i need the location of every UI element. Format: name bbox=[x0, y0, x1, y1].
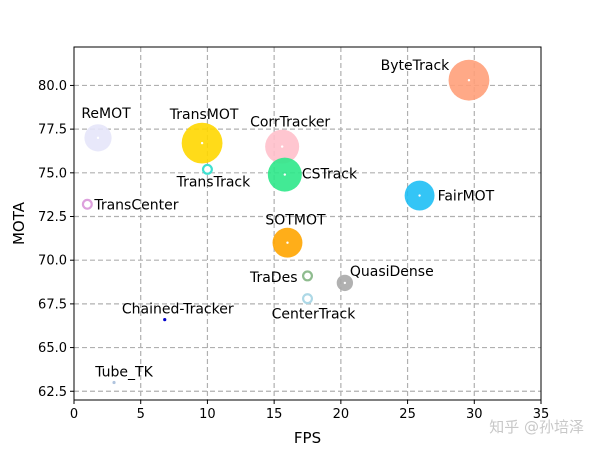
y-tick-label: 77.5 bbox=[38, 123, 67, 138]
x-tick-label: 0 bbox=[70, 407, 78, 422]
label-quasidense: QuasiDense bbox=[350, 264, 434, 280]
x-tick-label: 15 bbox=[266, 407, 283, 422]
label-remot: ReMOT bbox=[81, 106, 131, 122]
watermark-text: 知乎 @孙培泽 bbox=[489, 418, 584, 436]
y-tick-label: 67.5 bbox=[38, 297, 67, 312]
point-center-bytetrack bbox=[467, 79, 471, 82]
point-tube-tk bbox=[112, 380, 116, 385]
point-center-remot bbox=[96, 136, 100, 140]
label-transtrack: TransTrack bbox=[176, 174, 252, 190]
label-bytetrack: ByteTrack bbox=[381, 58, 451, 74]
point-transtrack bbox=[201, 163, 213, 175]
plot-frame bbox=[73, 46, 542, 401]
x-tick-label: 10 bbox=[199, 407, 216, 422]
label-transmot: TransMOT bbox=[169, 107, 239, 123]
label-cstrack: CSTrack bbox=[302, 167, 358, 183]
point-center-transmot bbox=[200, 141, 204, 145]
label-trades: TraDes bbox=[249, 270, 298, 286]
y-tick-label: 70.0 bbox=[38, 254, 67, 269]
y-tick-label: 65.0 bbox=[38, 341, 67, 356]
point-labels: ByteTrack ReMOT TransMOT CorrTracker TransTr… bbox=[81, 58, 494, 380]
point-center-cstrack bbox=[283, 173, 287, 176]
label-tube-tk: Tube_TK bbox=[94, 365, 153, 381]
grid-lines bbox=[74, 47, 541, 400]
point-centertrack bbox=[302, 293, 314, 305]
point-center-fairmot bbox=[418, 194, 421, 197]
label-fairmot: FairMOT bbox=[438, 189, 495, 205]
point-transcenter bbox=[81, 198, 93, 210]
label-sotmot: SOTMOT bbox=[265, 213, 326, 229]
x-tick-label: 25 bbox=[399, 407, 416, 422]
point-center-corrtracker bbox=[280, 145, 284, 148]
y-tick-label: 62.5 bbox=[38, 385, 67, 400]
label-chained-tracker: Chained-Tracker bbox=[122, 302, 234, 318]
x-tick-label: 35 bbox=[533, 407, 550, 422]
x-axis-label: FPS bbox=[294, 429, 321, 447]
point-trades bbox=[302, 270, 314, 282]
x-tick-label: 30 bbox=[466, 407, 483, 422]
label-transcenter: TransCenter bbox=[93, 197, 178, 213]
y-tick-label: 80.0 bbox=[38, 79, 67, 94]
point-center-sotmot bbox=[286, 241, 289, 244]
label-centertrack: CenterTrack bbox=[272, 307, 357, 323]
y-tick-label: 75.0 bbox=[38, 166, 67, 181]
axis-ticks: 0 5 10 15 20 25 30 35 62.5 65.0 67.5 70.0 72.5 75.0 77… bbox=[38, 79, 549, 422]
x-tick-label: 5 bbox=[137, 407, 145, 422]
x-tick-label: 20 bbox=[333, 407, 350, 422]
data-points bbox=[81, 59, 490, 385]
y-axis-label: MOTA bbox=[10, 201, 28, 245]
label-corrtracker: CorrTracker bbox=[250, 115, 330, 131]
y-tick-label: 72.5 bbox=[38, 210, 67, 225]
point-center-quasidense bbox=[343, 281, 347, 285]
point-chained-tracker bbox=[163, 318, 167, 322]
